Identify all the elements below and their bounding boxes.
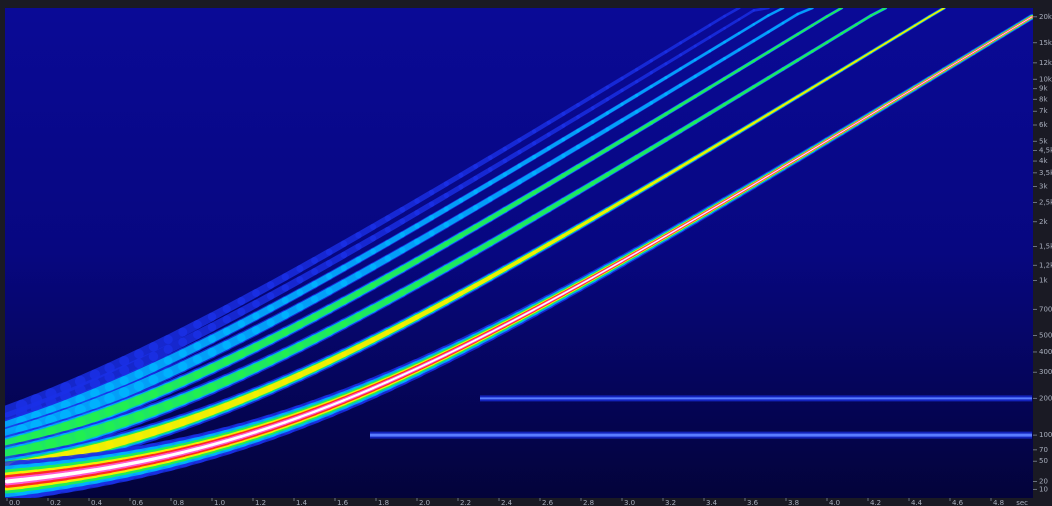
- harmonic-trace: [7, 480, 22, 482]
- y-tick-label: 4,5k: [1039, 147, 1052, 155]
- x-tick-label: 4.8: [993, 499, 1004, 506]
- y-tick-label: 15k: [1039, 39, 1052, 47]
- x-tick-label: 0.8: [173, 499, 184, 506]
- y-tick-label: 2,5k: [1039, 198, 1052, 206]
- y-tick-label: 1,5k: [1039, 242, 1052, 250]
- y-tick-label: 10: [1039, 485, 1048, 493]
- y-tick-label: 10k: [1039, 75, 1052, 83]
- x-tick-label: 4.2: [870, 499, 881, 506]
- x-tick-label: 3.0: [624, 499, 635, 506]
- y-tick-label: 1,2k: [1039, 261, 1052, 269]
- x-tick-label: 3.6: [747, 499, 759, 506]
- x-tick-label: 2.6: [542, 499, 554, 506]
- x-tick-label: 4.6: [952, 499, 964, 506]
- y-tick-label: 20: [1039, 477, 1048, 485]
- spectrogram-view: 20k 15k 12k 10k 9k 8k 7k 6k 5k 4,5k 4k 3,5k 3k 2,5k 2k…: [0, 0, 1052, 506]
- y-tick-label: 3k: [1039, 182, 1048, 190]
- x-tick-label: 3.4: [706, 499, 718, 506]
- y-tick-label: 12k: [1039, 59, 1052, 67]
- y-tick-label: 100: [1039, 431, 1052, 439]
- y-tick-label: 6k: [1039, 121, 1048, 129]
- harmonic-trace: [36, 476, 51, 478]
- x-tick-label: 0.4: [91, 499, 103, 506]
- x-tick-label: 2.4: [501, 499, 513, 506]
- harmonic-trace: [80, 470, 95, 472]
- x-tick-label: 3.8: [788, 499, 799, 506]
- x-tick-label: 4.0: [829, 499, 840, 506]
- y-tick-label: 8k: [1039, 95, 1048, 103]
- y-tick-label: 9k: [1039, 85, 1048, 93]
- x-tick-label: 0.6: [132, 499, 144, 506]
- y-tick-label: 5k: [1039, 137, 1048, 145]
- y-tick-label: 700: [1039, 305, 1052, 313]
- x-tick-label: 1.4: [296, 499, 308, 506]
- harmonic-trace: [51, 474, 66, 476]
- harmonic-trace: [66, 472, 81, 474]
- y-tick-label: 1k: [1039, 276, 1048, 284]
- x-tick-label: 2.0: [419, 499, 430, 506]
- x-tick-label: 0.0: [9, 499, 20, 506]
- x-tick-label: 0.2: [50, 499, 61, 506]
- x-tick-label: 1.0: [214, 499, 225, 506]
- y-tick-label: 2k: [1039, 218, 1048, 226]
- y-tick-label: 7k: [1039, 107, 1048, 115]
- x-unit-label: sec: [1016, 499, 1028, 506]
- x-tick-label: 2.8: [583, 499, 594, 506]
- y-tick-label: 3,5k: [1039, 169, 1052, 177]
- x-tick-label: 1.8: [378, 499, 389, 506]
- y-tick-label: 500: [1039, 331, 1052, 339]
- y-tick-label: 200: [1039, 394, 1052, 402]
- y-tick-label: 70: [1039, 446, 1048, 454]
- y-tick-label: 20k: [1039, 13, 1052, 21]
- x-tick-label: 4.4: [911, 499, 923, 506]
- y-tick-label: 4k: [1039, 157, 1048, 165]
- y-tick-label: 400: [1039, 348, 1052, 356]
- harmonic-trace: [22, 478, 37, 480]
- x-tick-label: 2.2: [460, 499, 471, 506]
- x-tick-label: 1.2: [255, 499, 266, 506]
- y-tick-label: 50: [1039, 457, 1048, 465]
- x-tick-label: 3.2: [665, 499, 676, 506]
- x-tick-label: 1.6: [337, 499, 349, 506]
- y-tick-label: 300: [1039, 368, 1052, 376]
